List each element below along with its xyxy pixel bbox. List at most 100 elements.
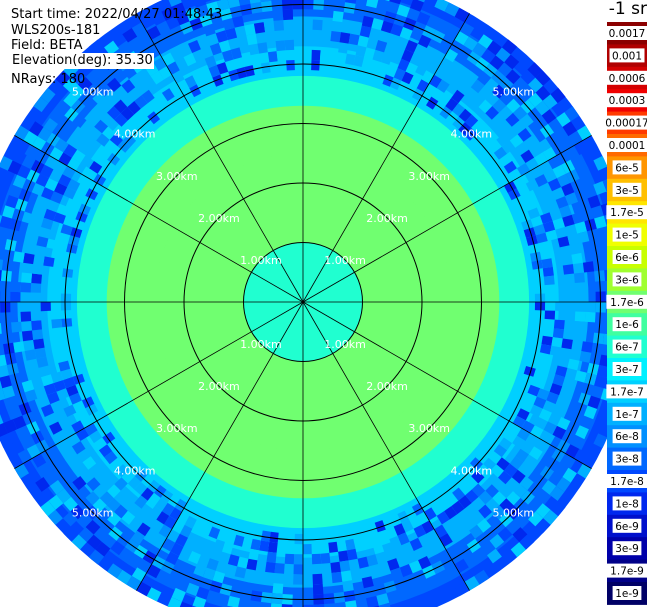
range-labels: 1.00km 1.00km 1.00km 1.00km 2.00km 2.00km 2.00… <box>72 86 534 520</box>
range-gate-cell <box>556 477 571 492</box>
range-gate-cell <box>263 20 275 33</box>
range-gate-cell <box>485 106 499 120</box>
range-gate-cell <box>60 302 72 311</box>
range-gate-cell <box>10 281 22 293</box>
range-gate-cell <box>552 328 564 339</box>
range-gate-cell <box>12 415 27 430</box>
range-gate-cell <box>409 53 423 67</box>
range-gate-cell <box>216 0 222 2</box>
range-gate-cell <box>17 448 32 464</box>
range-gate-cell <box>381 52 393 65</box>
ring-label: 5.00km <box>493 86 535 99</box>
range-gate-cell <box>121 510 136 525</box>
range-gate-cell <box>556 112 571 127</box>
azimuth-spoke <box>14 301 304 469</box>
range-gate-cell <box>541 258 553 269</box>
range-gate-cell <box>537 138 552 153</box>
range-gate-cell <box>559 205 572 218</box>
range-gate-cell <box>46 238 59 250</box>
range-gate-cell <box>509 456 524 470</box>
range-gate-cell <box>382 74 394 87</box>
range-gate-cell <box>294 533 303 545</box>
range-gate-cell <box>505 112 520 127</box>
range-gate-cell <box>527 384 541 397</box>
range-gate-cell <box>246 33 258 46</box>
range-gate-cell <box>498 437 513 451</box>
range-gate-cell <box>353 55 364 67</box>
range-gate-cell <box>366 595 379 607</box>
range-gate-cell <box>104 451 118 465</box>
range-gate-cell <box>33 254 45 266</box>
range-gate-cell <box>330 561 341 573</box>
colorbar-label: 3e-9 <box>615 543 639 555</box>
range-gate-cell <box>452 116 465 130</box>
range-gate-cell <box>552 374 565 387</box>
colorbar-label-box <box>612 272 642 287</box>
range-gate-cell <box>215 30 228 43</box>
range-gate-cell <box>338 42 349 54</box>
range-gate-cell <box>56 388 70 401</box>
range-gate-cell <box>156 511 170 525</box>
range-gate-cell <box>519 476 534 491</box>
azimuth-spoke <box>302 301 592 469</box>
range-gate-cell <box>184 75 197 89</box>
colorbar-label: 6e-7 <box>615 342 639 354</box>
colorbar-label-box <box>612 317 642 332</box>
range-gate-cell <box>366 554 379 567</box>
range-gate-cell <box>330 31 341 43</box>
range-gate-cell <box>477 518 492 533</box>
range-gate-cell <box>58 417 72 430</box>
range-gate-cell <box>66 243 78 254</box>
range-gate-cell <box>147 479 161 493</box>
range-gate-cell <box>86 477 101 492</box>
range-gate-cell <box>416 11 431 26</box>
range-gate-cell <box>192 596 207 607</box>
range-gate-cell <box>342 580 354 592</box>
range-gate-cell <box>265 561 276 573</box>
range-gate-cell <box>267 541 278 553</box>
range-gate-cell <box>312 573 323 585</box>
range-gate-cell <box>515 448 529 463</box>
range-gate-cell <box>58 174 72 187</box>
range-gate-cell <box>459 22 475 37</box>
range-gate-cell <box>0 414 4 425</box>
range-gate-cell <box>12 150 27 165</box>
colorbar-label: 1e-7 <box>615 409 639 421</box>
range-gate-cell <box>562 264 574 275</box>
range-gate-cell <box>43 208 57 221</box>
range-gate-cell <box>136 522 151 537</box>
ring-label: 5.00km <box>72 86 114 99</box>
range-gate-cell <box>469 457 483 471</box>
colorbar-label-box <box>606 26 647 40</box>
range-gate-cell <box>550 87 566 104</box>
range-gate-cell <box>481 48 496 64</box>
range-gate-cell <box>43 118 58 133</box>
range-gate-cell <box>507 188 521 201</box>
colorbar-label: 1.7e-7 <box>610 386 644 398</box>
range-gate-cell <box>146 564 161 579</box>
range-gate-cell <box>536 388 550 401</box>
range-gate-cell <box>345 0 357 4</box>
range-gate-cell <box>13 341 25 353</box>
range-gate-cell <box>574 221 587 234</box>
range-gate-cell <box>276 542 287 554</box>
range-gate-cell <box>397 510 410 524</box>
range-gate-cell <box>34 347 47 359</box>
range-gate-cell <box>65 384 79 397</box>
range-gate-cell <box>520 69 536 85</box>
range-gate-cell <box>126 576 142 591</box>
range-gate-cell <box>72 400 86 413</box>
range-gate-cell <box>54 138 69 153</box>
range-gate-cell <box>11 321 22 333</box>
range-gate-cell <box>0 237 7 250</box>
range-gate-cell <box>250 53 261 66</box>
range-gate-cell <box>404 84 417 98</box>
range-gate-cell <box>528 446 543 460</box>
colorbar-label-box <box>606 474 647 488</box>
range-gate-cell <box>409 537 423 551</box>
range-gate-cell <box>82 456 97 470</box>
range-gate-cell <box>454 581 470 597</box>
range-gate-cell <box>88 549 105 565</box>
range-gate-cell <box>89 430 103 444</box>
